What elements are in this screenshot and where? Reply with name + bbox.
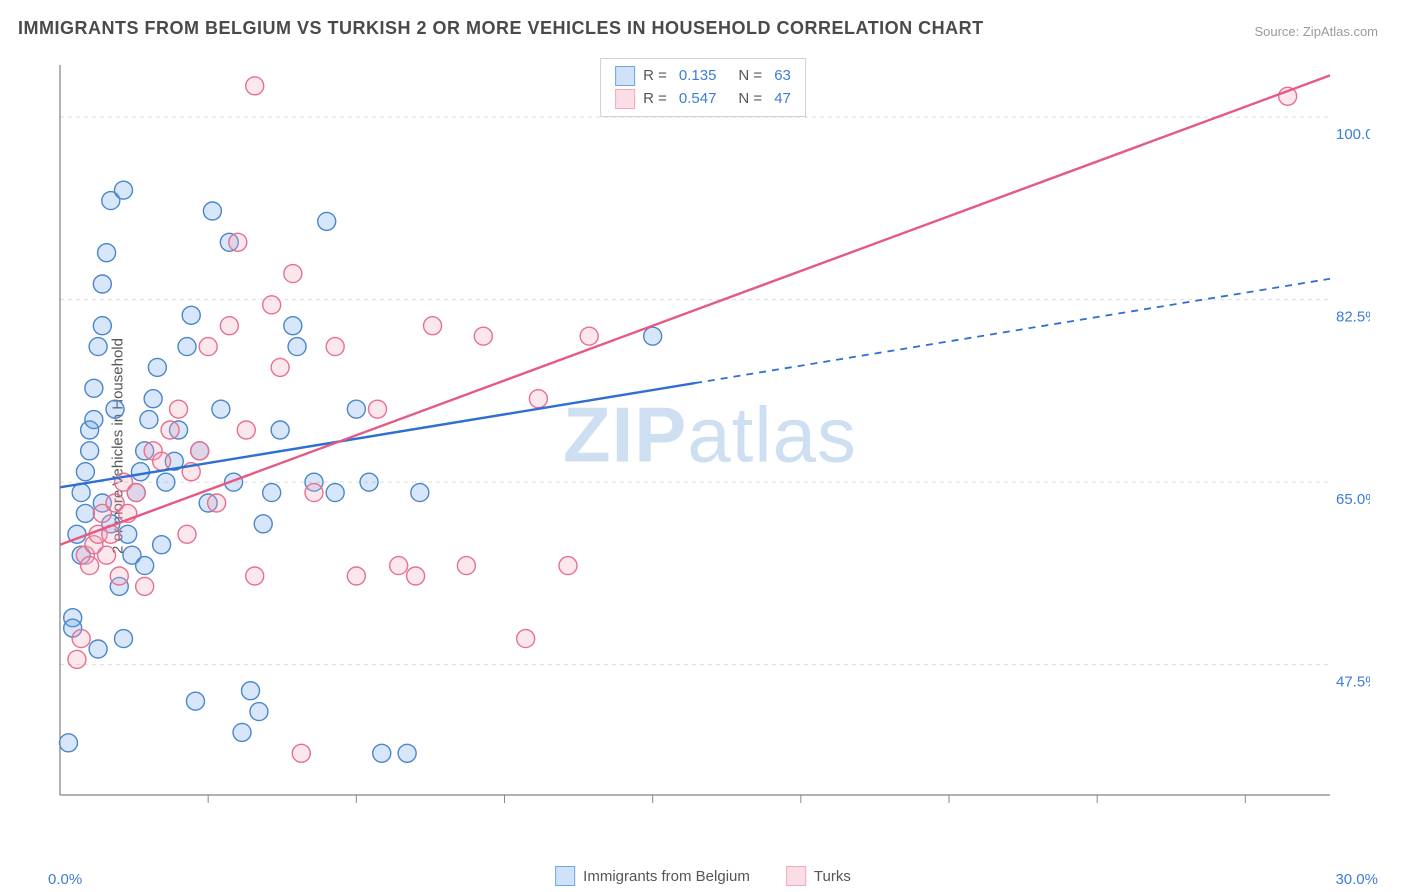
legend-label: Turks (814, 868, 851, 885)
svg-text:100.0%: 100.0% (1336, 126, 1370, 143)
x-axis-min: 0.0% (48, 871, 82, 888)
chart-svg: 47.5% 65.0% 82.5% 100.0% (50, 55, 1370, 815)
legend-label: Immigrants from Belgium (583, 868, 750, 885)
svg-text:47.5%: 47.5% (1336, 674, 1370, 691)
x-axis-max: 30.0% (1335, 871, 1378, 888)
scatter-plot: ZIPatlas 47.5%65.0%82.5%100.0% (50, 55, 1370, 815)
swatch-icon (555, 866, 575, 886)
svg-text:82.5%: 82.5% (1336, 309, 1370, 326)
swatch-icon (786, 866, 806, 886)
n-value: 47 (774, 88, 791, 111)
legend-row: R = 0.547 N = 47 (615, 88, 791, 111)
swatch-icon (615, 66, 635, 86)
n-label: N = (738, 65, 762, 88)
swatch-icon (615, 89, 635, 109)
legend-item: Turks (786, 866, 851, 886)
series-legend: Immigrants from Belgium Turks (555, 866, 851, 886)
chart-title: IMMIGRANTS FROM BELGIUM VS TURKISH 2 OR … (18, 18, 984, 39)
svg-text:65.0%: 65.0% (1336, 491, 1370, 508)
stats-legend: R = 0.135 N = 63 R = 0.547 N = 47 (600, 58, 806, 117)
r-value: 0.135 (679, 65, 717, 88)
n-value: 63 (774, 65, 791, 88)
r-label: R = (643, 65, 667, 88)
n-label: N = (738, 88, 762, 111)
r-label: R = (643, 88, 667, 111)
source-label: Source: ZipAtlas.com (1254, 24, 1378, 39)
legend-row: R = 0.135 N = 63 (615, 65, 791, 88)
legend-item: Immigrants from Belgium (555, 866, 750, 886)
r-value: 0.547 (679, 88, 717, 111)
